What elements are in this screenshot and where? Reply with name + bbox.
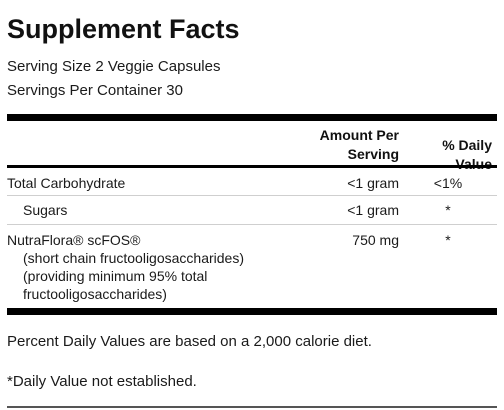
row-divider bbox=[7, 224, 497, 225]
nutrient-daily-value: <1% bbox=[433, 175, 463, 191]
nutrient-name: NutraFlora® scFOS® bbox=[7, 232, 141, 248]
top-thick-rule bbox=[7, 114, 497, 121]
nutrient-amount: <1 gram bbox=[347, 175, 399, 191]
daily-value-not-established-note: *Daily Value not established. bbox=[7, 373, 197, 390]
serving-size: Serving Size 2 Veggie Capsules bbox=[7, 58, 221, 75]
nutrient-amount: 750 mg bbox=[352, 232, 399, 248]
nutrient-daily-value: * bbox=[445, 232, 451, 248]
header-rule bbox=[7, 165, 497, 168]
nutrient-description: (providing minimum 95% total bbox=[23, 268, 208, 284]
nutrient-name: Total Carbohydrate bbox=[7, 175, 126, 191]
nutrient-description: fructooligosaccharides) bbox=[23, 286, 167, 302]
nutrient-amount: <1 gram bbox=[347, 202, 399, 218]
nutrient-name: Sugars bbox=[23, 202, 68, 218]
amount-per-serving-header: Amount Per Serving bbox=[299, 126, 399, 164]
amount-header-line1: Amount Per bbox=[319, 127, 399, 143]
daily-value-header: % Daily Value bbox=[442, 137, 492, 172]
percent-daily-values-note: Percent Daily Values are based on a 2,00… bbox=[7, 333, 372, 350]
nutrient-daily-value: * bbox=[445, 202, 451, 218]
amount-header-line2: Serving bbox=[347, 146, 399, 162]
panel-bottom-border bbox=[7, 406, 497, 408]
bottom-thick-rule bbox=[7, 308, 497, 315]
servings-per-container: Servings Per Container 30 bbox=[7, 82, 183, 99]
row-divider bbox=[7, 195, 497, 196]
panel-title: Supplement Facts bbox=[7, 14, 240, 44]
nutrient-description: (short chain fructooligosaccharides) bbox=[23, 250, 244, 266]
